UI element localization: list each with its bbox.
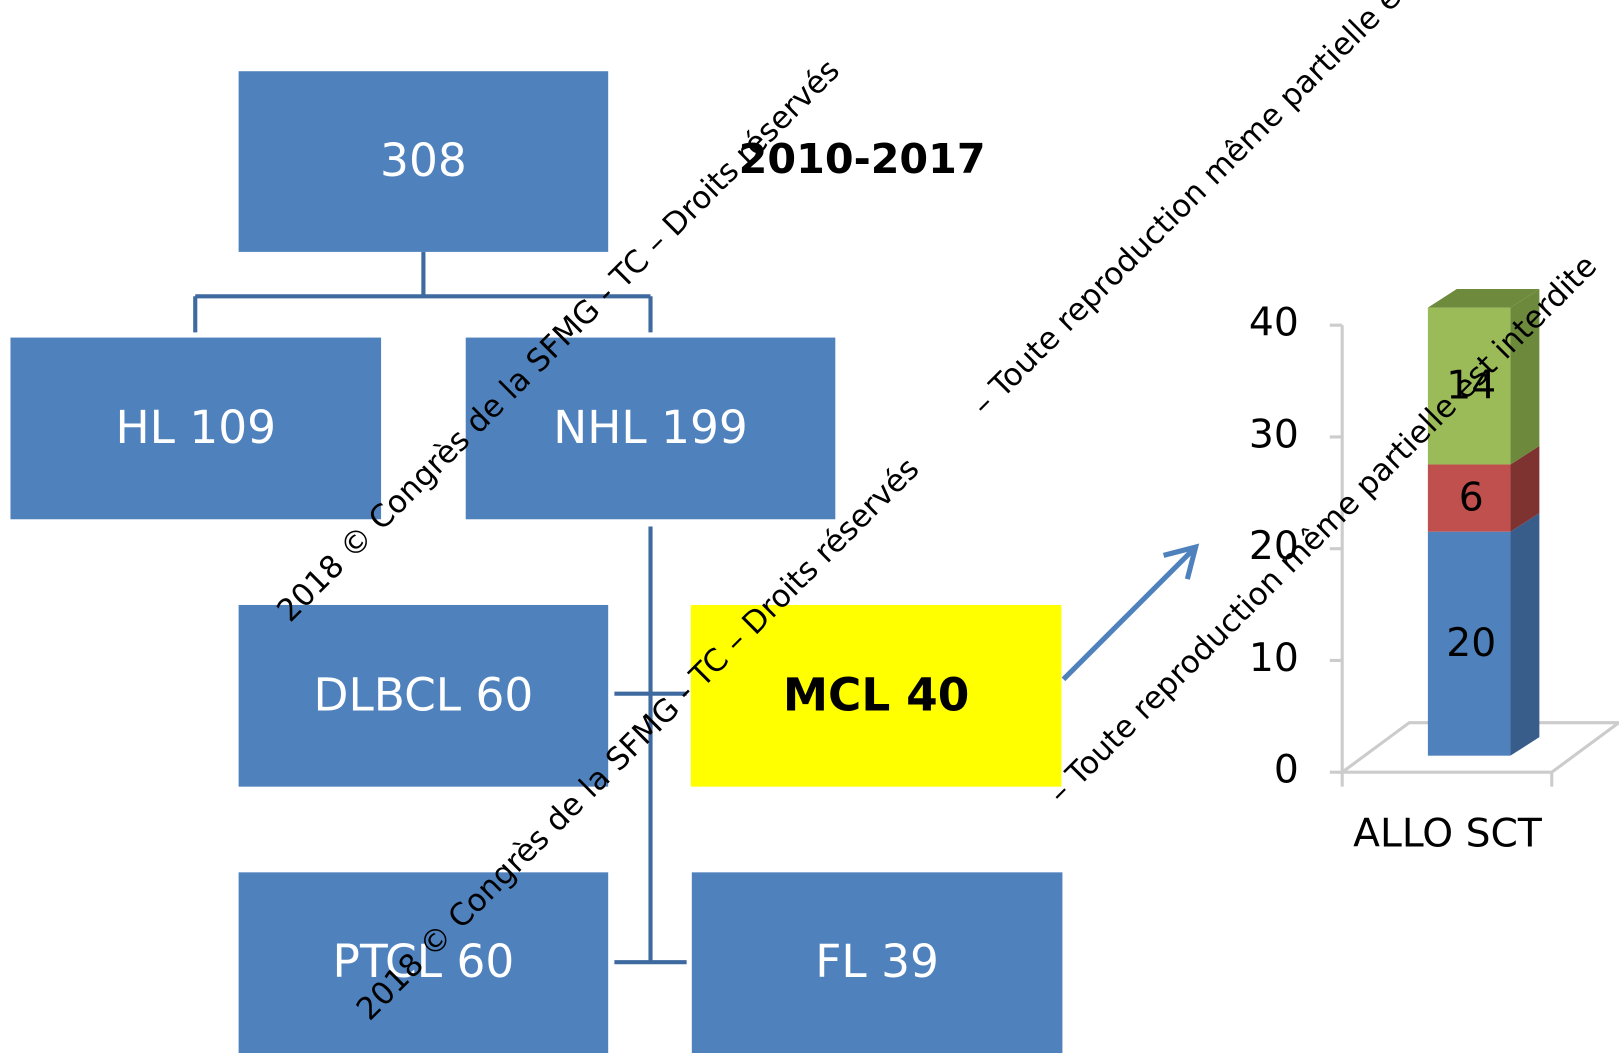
bar-top — [1427, 289, 1540, 308]
node-label: DLBCL 60 — [313, 668, 533, 721]
arrow — [1061, 543, 1200, 682]
bar-side — [1510, 445, 1540, 532]
bar — [1427, 464, 1511, 532]
node-box — [238, 872, 609, 1053]
node-box — [691, 872, 1063, 1053]
chart: 0 10 20 30 40 20 6 14 ALLO SCT — [1249, 289, 1619, 857]
node-box — [238, 71, 609, 252]
bar-side — [1510, 513, 1540, 756]
node-label: MCL 40 — [783, 668, 969, 721]
nodes: 308 HL 109 NHL 199 DLBCL 60 MCL 40 PTCL 60 FL … — [10, 71, 1063, 1053]
connector — [614, 526, 687, 965]
bar — [1427, 307, 1511, 465]
title: 2010-2017 — [739, 135, 986, 183]
node-label: HL 109 — [115, 401, 276, 454]
arrow-line — [1061, 546, 1197, 682]
value-label: 6 — [1459, 476, 1484, 521]
x-tick-label: ALLO SCT — [1353, 812, 1543, 857]
y-tick-label: 40 — [1249, 301, 1299, 346]
node-label: NHL 199 — [553, 401, 748, 454]
connector — [193, 251, 653, 333]
value-label: 14 — [1446, 364, 1496, 409]
y-tick-label: 30 — [1249, 412, 1299, 457]
node-box — [10, 337, 382, 520]
value-label: 20 — [1446, 621, 1496, 666]
node-box — [238, 604, 609, 787]
bar — [1427, 531, 1511, 756]
node-box — [465, 337, 836, 520]
node-label: PTCL 60 — [333, 935, 515, 988]
arrow-head — [1162, 543, 1200, 580]
node-box — [690, 604, 1062, 787]
connectors — [193, 251, 687, 965]
y-tick-label: 0 — [1274, 748, 1299, 793]
node-label: 308 — [380, 134, 467, 187]
node-label: FL 39 — [815, 935, 939, 988]
y-tick-label: 20 — [1249, 524, 1299, 569]
y-tick-label: 10 — [1249, 636, 1299, 681]
bar-side — [1510, 289, 1540, 465]
